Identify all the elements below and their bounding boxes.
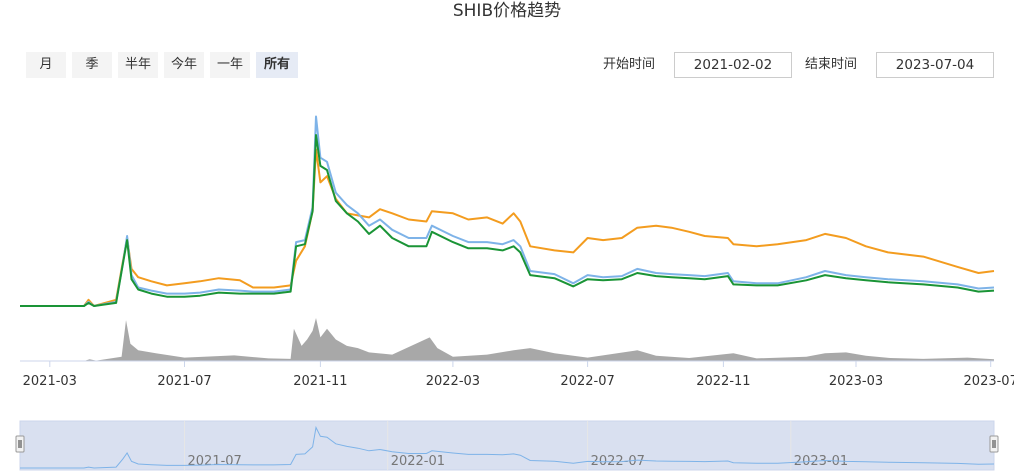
navigator-tick-label: 2022-01 bbox=[391, 454, 445, 469]
navigator-tick-label: 2021-07 bbox=[188, 454, 242, 469]
x-tick-label: 2021-07 bbox=[157, 374, 211, 389]
x-tick-label: 2022-11 bbox=[696, 374, 750, 389]
x-axis-ticks: 2021-03 2021-07 2021-11 2022-03 2022-07 2022-… bbox=[23, 361, 1014, 389]
chart-title: SHIB价格趋势 bbox=[452, 1, 562, 21]
x-tick-label: 2022-03 bbox=[426, 374, 480, 389]
navigator-series bbox=[20, 425, 995, 469]
start-date-input[interactable]: 2021-02-02 bbox=[674, 52, 792, 78]
volume-area-layer bbox=[20, 318, 994, 361]
navigator-left-handle[interactable] bbox=[15, 435, 25, 453]
range-button-half-year[interactable]: 半年 bbox=[118, 52, 158, 78]
volume-area bbox=[20, 318, 994, 361]
range-button-month[interactable]: 月 bbox=[26, 52, 66, 78]
navigator[interactable]: 2021-07 2022-01 2022-07 2023-01 bbox=[15, 420, 999, 471]
series-line-orange bbox=[20, 148, 995, 307]
end-date-label: 结束时间 bbox=[805, 57, 858, 72]
x-tick-label: 2021-03 bbox=[23, 374, 77, 389]
series-line-blue bbox=[20, 115, 995, 307]
end-date-input[interactable]: 2023-07-04 bbox=[876, 52, 994, 78]
range-button-quarter[interactable]: 季 bbox=[72, 52, 112, 78]
range-button-all[interactable]: 所有 bbox=[256, 52, 298, 78]
x-tick-label: 2023-03 bbox=[829, 374, 883, 389]
start-date-label: 开始时间 bbox=[603, 57, 656, 72]
navigator-mask[interactable] bbox=[19, 420, 995, 471]
range-button-one-year[interactable]: 一年 bbox=[210, 52, 250, 78]
navigator-tick-label: 2023-01 bbox=[794, 454, 848, 469]
x-tick-label: 2022-07 bbox=[560, 374, 614, 389]
x-tick-label: 2021-11 bbox=[293, 374, 347, 389]
range-button-ytd[interactable]: 今年 bbox=[164, 52, 204, 78]
navigator-right-handle[interactable] bbox=[989, 435, 999, 453]
x-tick-label: 2023-07 bbox=[964, 374, 1014, 389]
series-line-green bbox=[20, 134, 995, 307]
series-layer bbox=[20, 115, 995, 307]
